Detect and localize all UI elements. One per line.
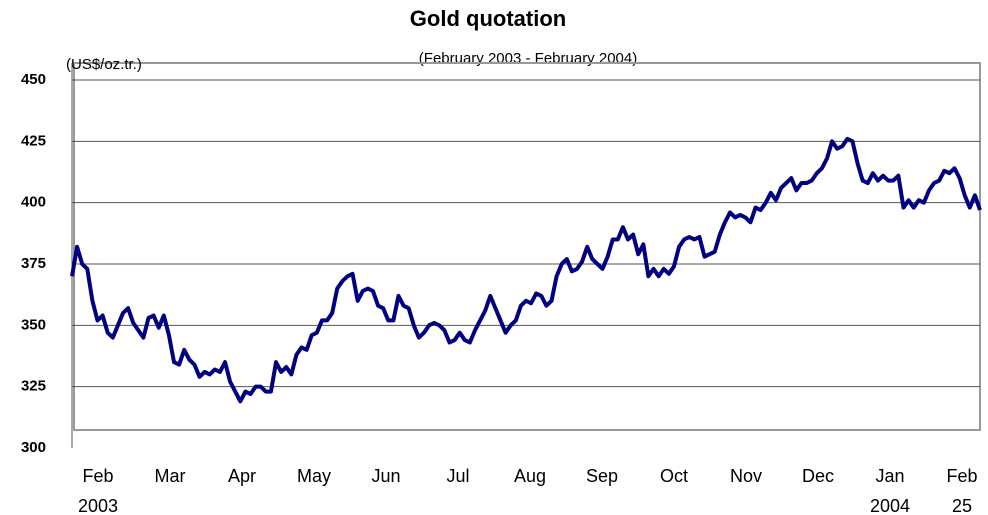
y-axis-label: (US$/oz.tr.) — [66, 56, 142, 73]
x-tick-sublabel: 25 — [952, 496, 972, 515]
x-tick-label: Aug — [514, 466, 546, 486]
y-tick-label: 425 — [21, 132, 46, 149]
chart-subtitle: (February 2003 - February 2004) — [419, 50, 637, 67]
x-tick-label: Feb — [82, 466, 113, 486]
y-tick-label: 400 — [21, 194, 46, 211]
x-tick-label: Dec — [802, 466, 834, 486]
x-tick-label: Oct — [660, 466, 688, 486]
y-tick-label: 325 — [21, 378, 46, 395]
y-tick-label: 300 — [21, 439, 46, 456]
x-tick-label: Sep — [586, 466, 618, 486]
chart-title: Gold quotation — [410, 6, 566, 31]
x-tick-label: Jul — [446, 466, 469, 486]
x-tick-label: Jan — [875, 466, 904, 486]
x-tick-label: Apr — [228, 466, 256, 486]
x-tick-label: Jun — [371, 466, 400, 486]
y-tick-label: 350 — [21, 316, 46, 333]
x-tick-label: Nov — [730, 466, 762, 486]
plot-frame — [73, 62, 981, 431]
x-tick-label: May — [297, 466, 331, 486]
x-tick-label: Mar — [155, 466, 186, 486]
x-tick-sublabel: 2004 — [870, 496, 910, 515]
y-tick-label: 450 — [21, 71, 46, 88]
y-tick-label: 375 — [21, 255, 46, 272]
x-tick-label: Feb — [946, 466, 977, 486]
price-line — [70, 136, 982, 404]
x-tick-sublabel: 2003 — [78, 496, 118, 515]
